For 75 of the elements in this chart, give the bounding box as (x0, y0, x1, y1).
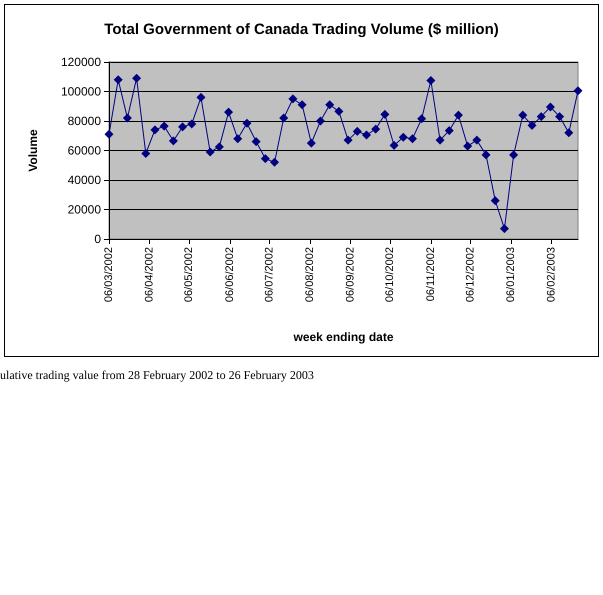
text: ulative trading value from 28 February 2002 to 26 February 2003 (0, 368, 314, 383)
point (168, 136, 178, 146)
point (574, 86, 582, 96)
x-tick-label: 06/05/2002 (183, 247, 196, 302)
x-tick-label: 06/11/2002 (424, 247, 437, 302)
point (306, 138, 316, 148)
y-axis-title: Volume (26, 128, 40, 172)
point (536, 112, 546, 122)
point (463, 142, 472, 151)
point (408, 134, 417, 144)
x-tick-label: 06/12/2002 (464, 247, 476, 302)
x-tick-label: 06/04/2002 (144, 247, 156, 302)
point (362, 130, 371, 140)
point (390, 140, 399, 150)
point (214, 142, 224, 152)
point (334, 106, 344, 116)
point (104, 130, 114, 139)
point (122, 114, 132, 123)
point (371, 124, 380, 134)
point (316, 116, 326, 126)
point (352, 126, 362, 136)
y-tick-label: 80000 (68, 114, 102, 128)
x-tick-label: 06/07/2002 (263, 247, 276, 302)
x-tick-label: 06/02/2003 (546, 247, 558, 302)
point (436, 136, 445, 145)
point (224, 108, 234, 117)
chart-title: Total Government of Canada Trading Volume ($ million) (104, 21, 499, 38)
point (417, 114, 426, 124)
point (344, 136, 353, 145)
point (454, 110, 463, 120)
point (196, 92, 206, 102)
x-tick-label: 06/10/2002 (384, 247, 396, 302)
point (252, 137, 261, 146)
point (380, 110, 390, 119)
y-tick-label: 20000 (68, 202, 102, 216)
point (288, 94, 298, 104)
point (260, 154, 270, 164)
point (325, 100, 334, 110)
x-axis-title: week ending date (292, 330, 394, 344)
point (114, 75, 123, 84)
y-tick-label: 40000 (68, 173, 102, 187)
x-tick-label: 06/06/2002 (224, 247, 236, 302)
y-tick-label: 0 (94, 232, 102, 246)
point (298, 100, 307, 110)
x-tick-label: 06/08/2002 (304, 247, 316, 302)
point (500, 224, 509, 234)
point (472, 136, 482, 145)
x-tick-label: 06/09/2002 (344, 247, 357, 302)
point (490, 196, 500, 206)
point (398, 132, 408, 142)
x-tick-label: 06/03/2002 (103, 247, 115, 302)
point (546, 102, 555, 112)
point (482, 150, 491, 160)
point (528, 120, 537, 130)
point (518, 110, 528, 120)
x-tick-label: 06/01/2003 (505, 247, 517, 302)
point (426, 76, 436, 85)
point (279, 114, 288, 123)
point (187, 119, 196, 128)
point (160, 122, 169, 131)
point (132, 74, 142, 83)
y-tick-label: 120000 (60, 55, 102, 69)
point (509, 150, 518, 160)
point (150, 125, 160, 134)
point (270, 158, 280, 167)
y-tick-label: 100000 (60, 84, 102, 98)
point (206, 147, 215, 156)
point (178, 122, 188, 132)
y-tick-label: 60000 (68, 144, 102, 158)
point (141, 148, 150, 158)
point (564, 128, 574, 138)
point (444, 126, 454, 136)
point (242, 118, 252, 128)
point (233, 134, 242, 144)
point (555, 112, 564, 122)
